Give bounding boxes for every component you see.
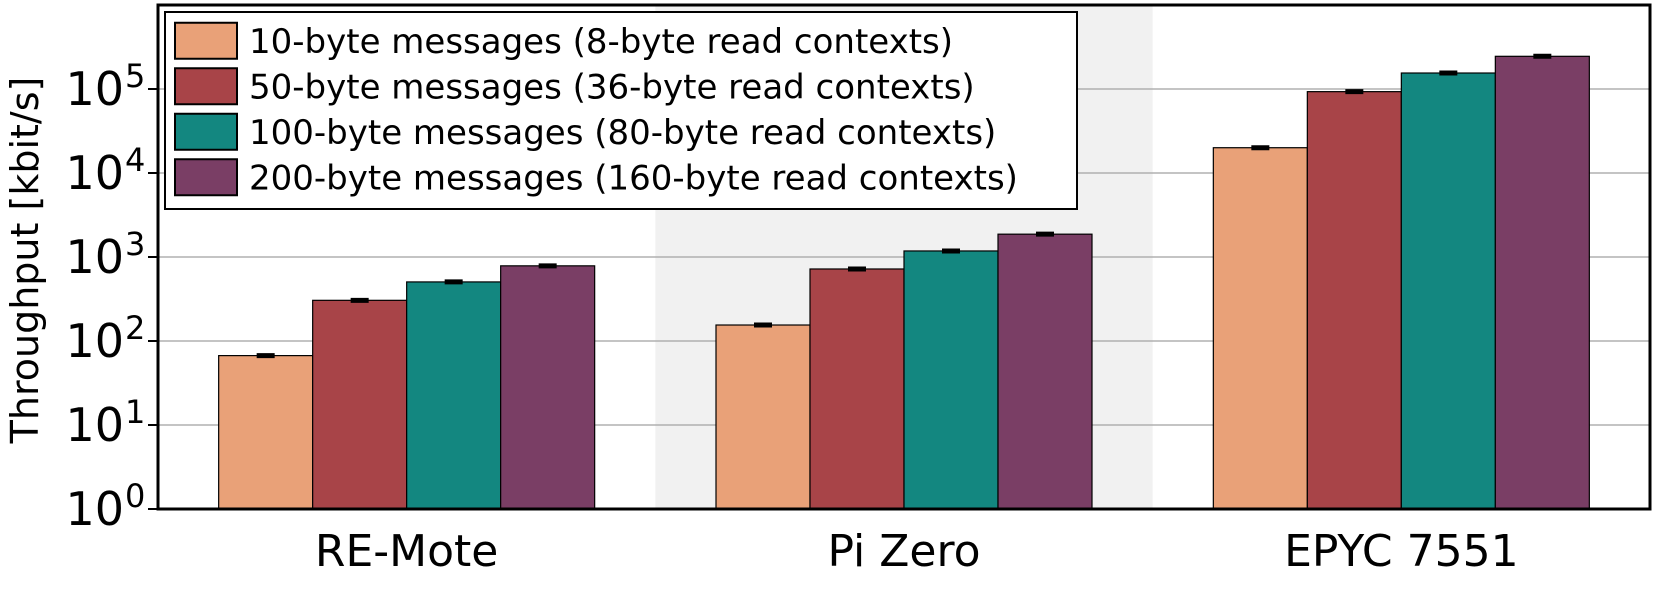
bar [903, 250, 999, 510]
y-tick-exponent: 3 [125, 225, 145, 263]
bar [997, 233, 1093, 510]
bar [218, 355, 314, 510]
x-tick-label: Pi Zero [827, 526, 980, 577]
y-tick-exponent: 2 [125, 309, 145, 347]
legend-label: 200-byte messages (160-byte read context… [249, 158, 1018, 198]
bar [406, 281, 502, 510]
bar [715, 324, 811, 510]
y-tick-base: 10 [65, 62, 124, 116]
bar [1494, 55, 1590, 510]
bar [312, 299, 408, 510]
y-tick-exponent: 1 [125, 393, 145, 431]
legend-swatch [174, 67, 238, 106]
y-tick-label: 10 [65, 314, 124, 368]
legend-label: 10-byte messages (8-byte read contexts) [249, 22, 953, 62]
legend-box [164, 11, 1078, 210]
y-axis-label: Throughput [kbit/s] [3, 77, 47, 445]
y-tick-exponent: 5 [125, 57, 145, 95]
legend-swatch [174, 112, 238, 151]
y-tick-exponent: 4 [125, 141, 145, 179]
y-tick-base: 10 [65, 314, 124, 368]
bar [1400, 72, 1496, 510]
x-tick-label: EPYC 7551 [1284, 526, 1519, 577]
y-tick-base: 10 [65, 230, 124, 284]
x-axis-ticks: RE-Mote Pi Zero EPYC 7551 [315, 526, 1519, 577]
bar [1306, 91, 1402, 510]
bar [809, 268, 905, 510]
y-tick-label: 10 [65, 62, 124, 116]
y-tick-label: 10 [65, 230, 124, 284]
bar [1212, 147, 1308, 510]
legend-swatch [174, 21, 238, 60]
y-tick-base: 10 [65, 482, 124, 536]
legend: 10-byte messages (8-byte read contexts) 5… [164, 11, 1078, 210]
y-tick-exponent: 0 [125, 477, 145, 515]
legend-swatch [174, 158, 238, 197]
legend-label: 50-byte messages (36-byte read contexts) [249, 67, 975, 107]
legend-label: 100-byte messages (80-byte read contexts… [249, 113, 996, 153]
bar [500, 265, 596, 510]
y-tick-label: 10 [65, 482, 124, 536]
bar-layer [218, 55, 1590, 510]
y-tick-base: 10 [65, 398, 124, 452]
error-bar-layer [256, 53, 1552, 359]
y-tick-label: 10 [65, 398, 124, 452]
y-tick-label: 10 [65, 146, 124, 200]
y-tick-base: 10 [65, 146, 124, 200]
x-tick-label: RE-Mote [315, 526, 498, 577]
